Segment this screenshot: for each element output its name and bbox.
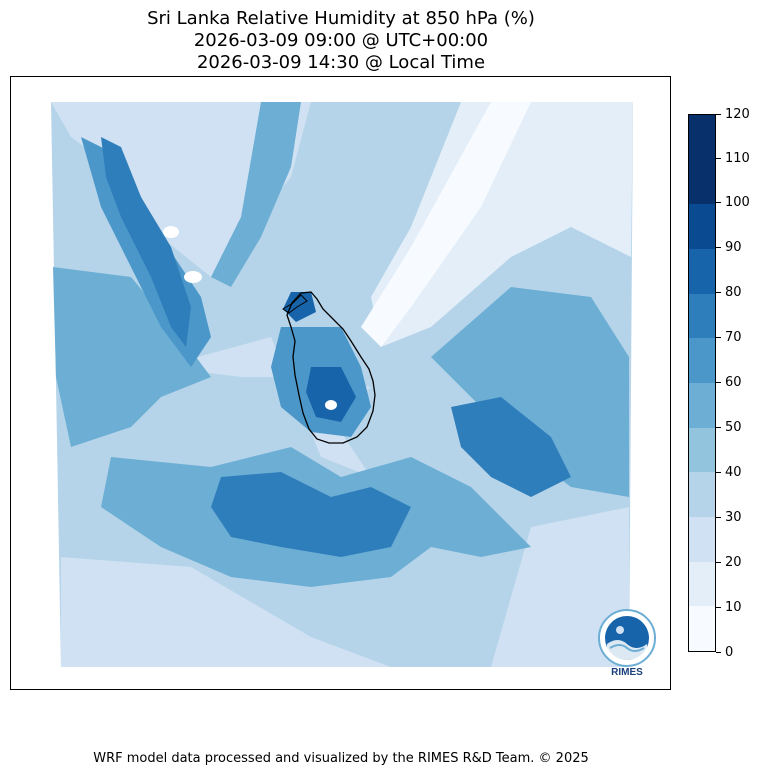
missing-data-patch xyxy=(325,400,337,410)
colorbar-tick-label: 20 xyxy=(725,555,742,570)
colorbar-segment xyxy=(689,204,715,249)
colorbar-tick-label: 100 xyxy=(725,195,750,210)
humidity-contour-low-band xyxy=(361,102,531,347)
logo-text: RIMES xyxy=(611,667,643,678)
colorbar-tick-label: 0 xyxy=(725,645,734,660)
colorbar-segment xyxy=(689,427,715,473)
map-panel xyxy=(10,76,671,690)
humidity-contour-mid-n-ridge xyxy=(211,102,301,287)
title-line-3: 2026-03-09 14:30 @ Local Time xyxy=(196,52,486,73)
colorbar-segment xyxy=(689,516,715,562)
colorbar-tick-label: 50 xyxy=(725,420,742,435)
humidity-contour-high-south xyxy=(211,472,411,557)
colorbar-tick-label: 80 xyxy=(725,285,742,300)
title-line-1: Sri Lanka Relative Humidity at 850 hPa (… xyxy=(147,8,535,29)
colorbar-tick xyxy=(716,114,721,115)
colorbar-segment xyxy=(689,382,715,428)
colorbar-tick xyxy=(716,337,721,338)
colorbar-tick-label: 60 xyxy=(725,375,742,390)
colorbar-tick-label: 10 xyxy=(725,600,742,615)
humidity-contour-high-east xyxy=(451,397,571,497)
colorbar-segment xyxy=(689,159,715,205)
colorbar-segment xyxy=(689,293,715,339)
humidity-contour-mid-east xyxy=(431,287,629,497)
sri-lanka-coastline xyxy=(286,291,376,444)
jaffna-peninsula xyxy=(282,294,308,314)
rimes-logo-icon: RIMES xyxy=(596,608,658,678)
colorbar-tick xyxy=(716,292,721,293)
colorbar-tick-label: 120 xyxy=(725,107,750,122)
colorbar-tick xyxy=(716,382,721,383)
humidity-contour-low-center xyxy=(161,337,371,477)
humidity-contour-low-ne xyxy=(371,102,633,347)
humidity-contour-low-sw xyxy=(61,557,391,667)
colorbar-tick xyxy=(716,158,721,159)
colorbar-segment xyxy=(689,248,715,294)
humidity-map xyxy=(51,102,633,667)
footer-credit: WRF model data processed and visualized … xyxy=(93,751,589,766)
missing-data-patch xyxy=(184,271,202,283)
colorbar-tick xyxy=(716,202,721,203)
humidity-contour-darkest-north xyxy=(283,292,316,322)
chart-title: Sri Lanka Relative Humidity at 850 hPa (… xyxy=(0,8,682,74)
colorbar-tick-label: 30 xyxy=(725,510,742,525)
colorbar-segment xyxy=(689,472,715,517)
colorbar-tick xyxy=(716,427,721,428)
humidity-contour-mid-west xyxy=(53,267,211,447)
colorbar-tick xyxy=(716,607,721,608)
colorbar-segment xyxy=(689,114,715,160)
colorbar-tick xyxy=(716,562,721,563)
colorbar-tick xyxy=(716,652,721,653)
colorbar-tick-label: 40 xyxy=(725,465,742,480)
colorbar-tick-label: 110 xyxy=(725,151,750,166)
title-line-2: 2026-03-09 09:00 @ UTC+00:00 xyxy=(193,30,489,51)
colorbar-segment xyxy=(689,338,715,383)
colorbar-tick-label: 90 xyxy=(725,240,742,255)
colorbar-tick xyxy=(716,517,721,518)
humidity-contour-high-nw xyxy=(101,137,191,347)
missing-data-patch xyxy=(163,226,179,238)
colorbar-tick xyxy=(716,472,721,473)
colorbar-tick-label: 70 xyxy=(725,330,742,345)
colorbar-segment xyxy=(689,606,715,651)
colorbar-tick xyxy=(716,247,721,248)
colorbar-segment xyxy=(689,561,715,607)
colorbar xyxy=(688,114,716,652)
humidity-contour-very-high-srilanka xyxy=(306,367,356,422)
